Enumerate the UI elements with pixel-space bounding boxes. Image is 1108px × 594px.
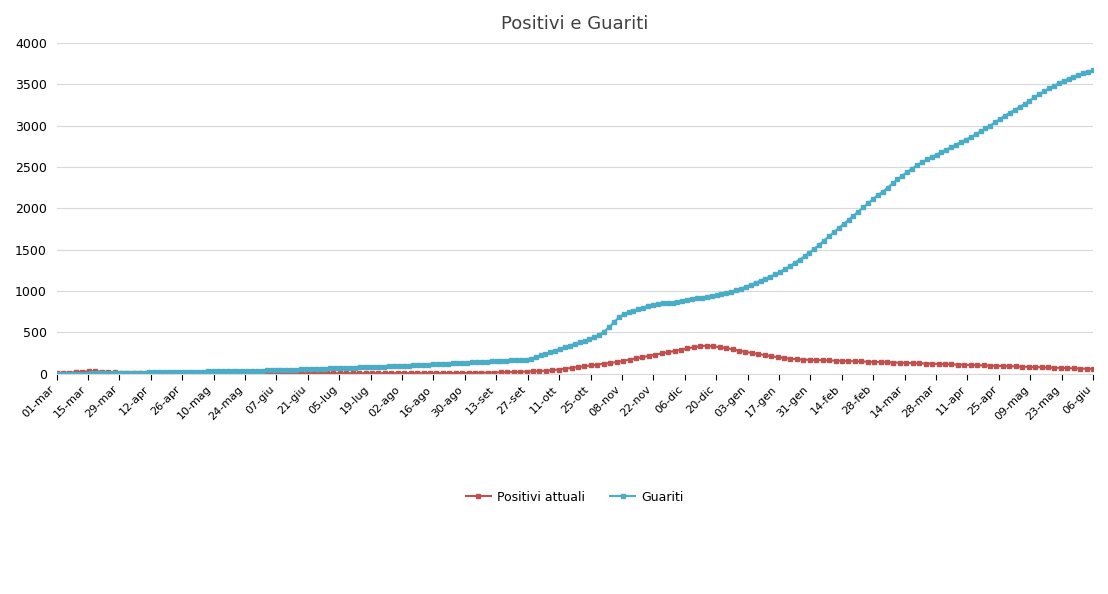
Positivi attuali [391,369,404,377]
Positivi attuali [1086,365,1099,372]
Line: Guariti: Guariti [54,68,1095,376]
Guariti [80,370,93,377]
Positivi attuali [746,349,759,356]
Positivi attuali [700,342,714,349]
Guariti [1086,67,1099,74]
Guariti [240,367,254,374]
Positivi attuali [886,359,900,366]
Positivi attuali [50,369,63,377]
Guariti [289,366,302,373]
Positivi attuali [140,369,153,377]
Guariti [563,342,576,349]
Legend: Positivi attuali, Guariti: Positivi attuali, Guariti [461,486,689,509]
Positivi attuali [398,369,411,377]
Line: Positivi attuali: Positivi attuali [54,343,1095,375]
Positivi attuali [893,359,906,366]
Guariti [50,370,63,377]
Guariti [329,365,342,372]
Guariti [407,362,420,369]
Title: Positivi e Guariti: Positivi e Guariti [501,15,648,33]
Positivi attuali [217,370,230,377]
